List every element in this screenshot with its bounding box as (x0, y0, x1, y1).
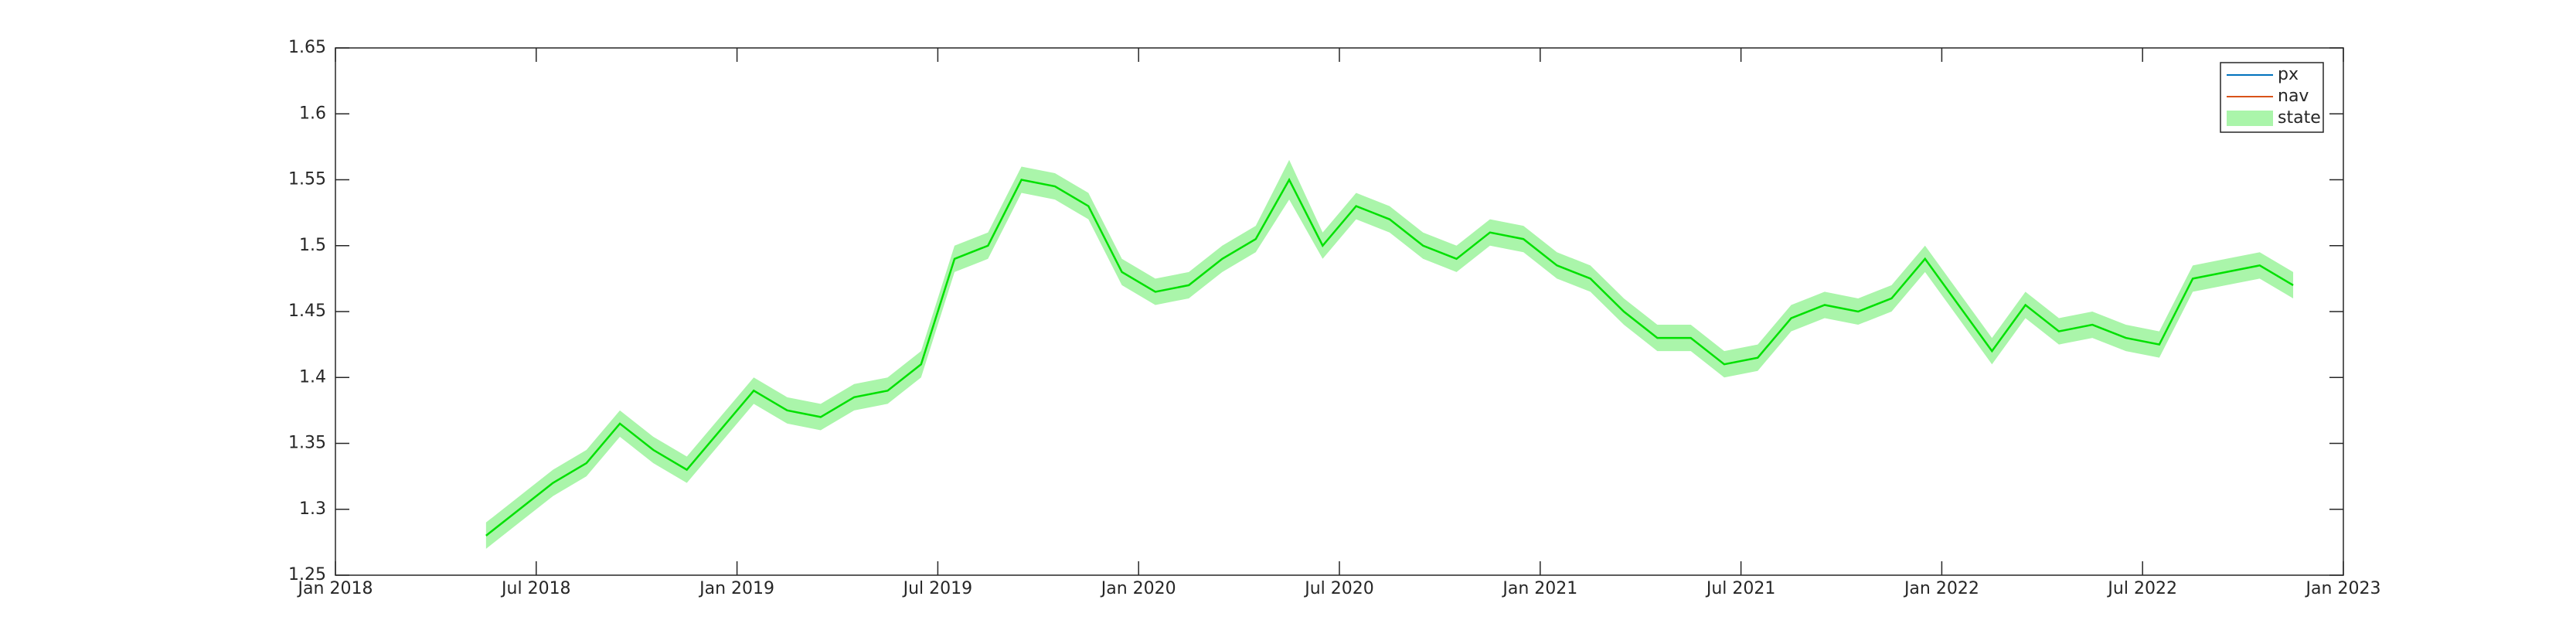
x-tick-label: Jan 2018 (297, 579, 373, 598)
y-tick-label: 1.4 (299, 367, 326, 387)
x-tick-label: Jan 2021 (1501, 579, 1577, 598)
y-tick-label: 1.5 (299, 236, 326, 255)
legend-label: nav (2278, 87, 2309, 106)
x-tick-label: Jul 2019 (902, 579, 973, 598)
y-tick-label: 1.45 (288, 302, 326, 321)
y-tick-label: 1.3 (299, 499, 326, 519)
plot-area (335, 48, 2343, 575)
y-tick-label: 1.6 (299, 104, 326, 123)
x-tick-label: Jan 2023 (2305, 579, 2381, 598)
x-tick-label: Jan 2022 (1903, 579, 1979, 598)
y-tick-label: 1.25 (288, 565, 326, 584)
series-line (485, 177, 2294, 537)
legend-label: px (2278, 65, 2299, 84)
y-tick-label: 1.55 (288, 170, 326, 189)
x-tick-label: Jul 2018 (500, 579, 571, 598)
y-tick-label: 1.35 (288, 434, 326, 453)
x-tick-label: Jan 2019 (698, 579, 774, 598)
legend-label: state (2278, 108, 2321, 128)
y-tick-label: 1.65 (288, 38, 326, 57)
x-tick-label: Jul 2021 (1705, 579, 1776, 598)
legend-swatch (2227, 111, 2273, 126)
axes-box (335, 47, 2344, 576)
x-tick-label: Jul 2020 (1303, 579, 1374, 598)
x-tick-label: Jul 2022 (2106, 579, 2177, 598)
x-tick-label: Jan 2020 (1100, 579, 1176, 598)
